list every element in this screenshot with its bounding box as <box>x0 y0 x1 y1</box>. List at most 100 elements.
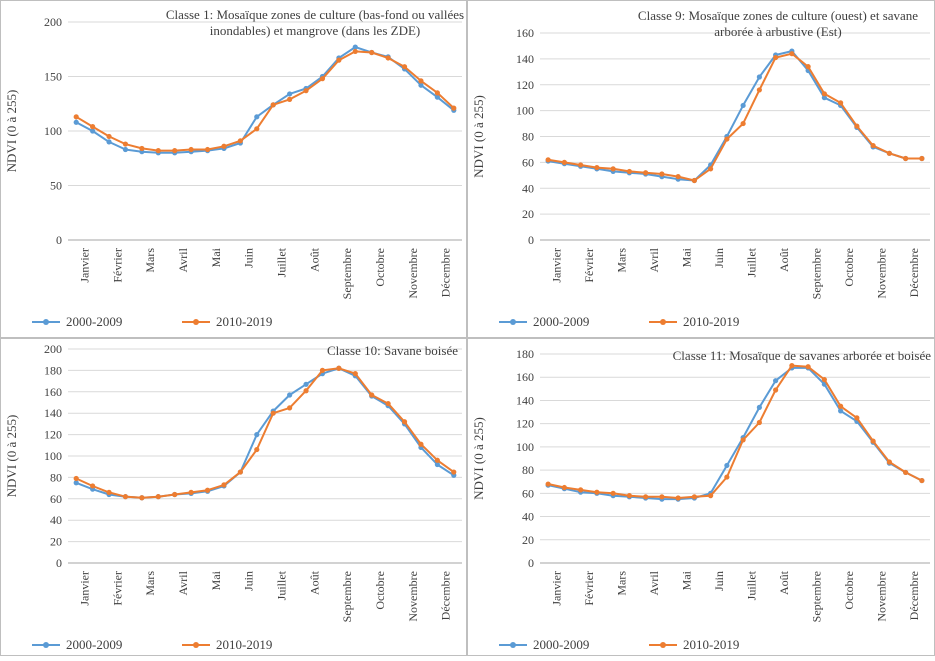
data-point-series-2 <box>155 494 161 500</box>
data-point-series-1 <box>287 91 293 97</box>
x-tick-label: Juin <box>712 248 726 268</box>
y-tick-label: 120 <box>44 428 62 442</box>
data-point-series-2 <box>691 494 697 500</box>
x-tick-label: Janvier <box>77 571 91 606</box>
data-point-series-2 <box>434 457 440 463</box>
data-point-series-2 <box>838 403 844 409</box>
data-point-series-2 <box>73 114 79 120</box>
x-tick-label: Décembre <box>907 248 921 297</box>
x-tick-label: Septembre <box>340 571 354 622</box>
chart-panel-1: 0 50 100 150 200 Janvier Février Mars Avril Mai Ju… <box>0 0 467 338</box>
data-point-series-2 <box>369 49 375 56</box>
x-tick-label: Juillet <box>744 247 758 277</box>
data-point-series-2 <box>106 133 112 140</box>
series-line-1 <box>547 366 923 501</box>
data-point-series-2 <box>561 159 567 165</box>
data-point-series-2 <box>821 91 827 97</box>
data-point-series-2 <box>594 489 600 495</box>
data-point-series-2 <box>401 419 408 425</box>
series-line-2 <box>547 52 922 182</box>
y-tick-label: 20 <box>522 207 534 221</box>
y-tick-label: 0 <box>528 233 534 247</box>
y-tick-label: 60 <box>522 155 534 169</box>
x-tick-label: Octobre <box>373 248 387 287</box>
y-tick-label: 20 <box>522 533 534 547</box>
legend-label: 2010-2019 <box>216 314 272 329</box>
data-point-series-2 <box>854 123 860 129</box>
chart-title: arborée à arbustive (Est) <box>714 24 841 39</box>
chart-panel-4: 0 20 40 60 80 100 120 140 160 180 Janvier Février Ma… <box>467 338 935 656</box>
data-point-series-2 <box>610 166 616 172</box>
data-point-series-2 <box>838 100 844 106</box>
legend-marker <box>193 319 199 325</box>
y-axis-label: NDVI (0 à 255) <box>4 90 19 173</box>
data-point-series-1 <box>773 378 779 384</box>
x-tick-label: Mai <box>209 247 223 267</box>
data-point-series-2 <box>643 494 649 500</box>
data-point-series-2 <box>254 446 260 453</box>
data-point-series-2 <box>237 138 243 144</box>
y-tick-label: 50 <box>50 179 62 193</box>
x-tick-label: Août <box>777 247 791 272</box>
data-point-series-2 <box>756 87 762 93</box>
y-tick-label: 180 <box>44 363 62 377</box>
y-axis-label: NDVI (0 à 255) <box>471 95 486 178</box>
x-tick-label: Février <box>110 248 124 283</box>
data-point-series-2 <box>303 88 309 94</box>
data-point-series-2 <box>122 141 129 147</box>
chart-panel-3: 0 20 40 60 80 100 120 140 160 180 200 Janvier Févrie… <box>0 338 467 656</box>
x-tick-label: Septembre <box>809 571 823 622</box>
x-tick-label: Juin <box>712 571 726 591</box>
legend-marker <box>660 319 666 325</box>
data-point-series-2 <box>303 388 309 394</box>
data-point-series-2 <box>204 146 211 153</box>
x-tick-label: Août <box>777 570 791 595</box>
data-point-series-2 <box>336 365 342 371</box>
data-point-series-1 <box>90 128 96 134</box>
data-point-series-2 <box>740 437 746 443</box>
y-tick-label: 160 <box>516 26 534 40</box>
chart-title: Classe 10: Savane boisée <box>327 343 458 358</box>
y-axis-label: NDVI (0 à 255) <box>4 415 19 498</box>
y-tick-label: 40 <box>522 181 534 195</box>
data-point-series-2 <box>870 438 876 444</box>
y-tick-label: 80 <box>522 463 534 477</box>
data-point-series-2 <box>708 493 714 499</box>
data-point-series-1 <box>838 408 844 414</box>
data-point-series-2 <box>821 376 827 383</box>
data-point-series-2 <box>740 120 746 127</box>
data-point-series-1 <box>287 392 293 398</box>
y-tick-label: 40 <box>50 513 62 527</box>
data-point-series-2 <box>139 495 145 501</box>
panel-frame <box>467 0 935 338</box>
data-point-series-2 <box>122 494 129 500</box>
x-tick-label: Septembre <box>809 248 823 299</box>
y-tick-label: 200 <box>44 15 62 29</box>
data-point-series-2 <box>319 367 326 373</box>
x-tick-label: Juillet <box>744 570 758 600</box>
y-tick-label: 140 <box>44 406 62 420</box>
data-point-series-2 <box>369 392 375 398</box>
data-point-series-2 <box>659 494 665 500</box>
data-point-series-1 <box>352 44 358 50</box>
data-point-series-1 <box>434 461 440 468</box>
legend-marker <box>510 642 516 648</box>
data-point-series-2 <box>451 105 457 111</box>
x-tick-label: Avril <box>647 570 661 595</box>
x-tick-label: Avril <box>647 247 661 272</box>
x-tick-label: Mars <box>614 571 628 596</box>
data-point-series-2 <box>886 459 892 465</box>
data-point-series-2 <box>270 102 276 108</box>
data-point-series-2 <box>578 487 584 493</box>
data-point-series-2 <box>691 177 697 184</box>
data-point-series-2 <box>418 78 424 84</box>
data-point-series-2 <box>724 136 730 142</box>
data-point-series-1 <box>303 381 309 387</box>
legend-label: 2000-2009 <box>66 637 122 652</box>
data-point-series-2 <box>385 55 391 61</box>
data-point-series-2 <box>805 64 811 70</box>
chart-title: Classe 1: Mosaïque zones de culture (bas… <box>166 7 464 22</box>
y-tick-label: 80 <box>522 130 534 144</box>
chart-title: inondables) et mangrove (dans les ZDE) <box>210 23 420 38</box>
